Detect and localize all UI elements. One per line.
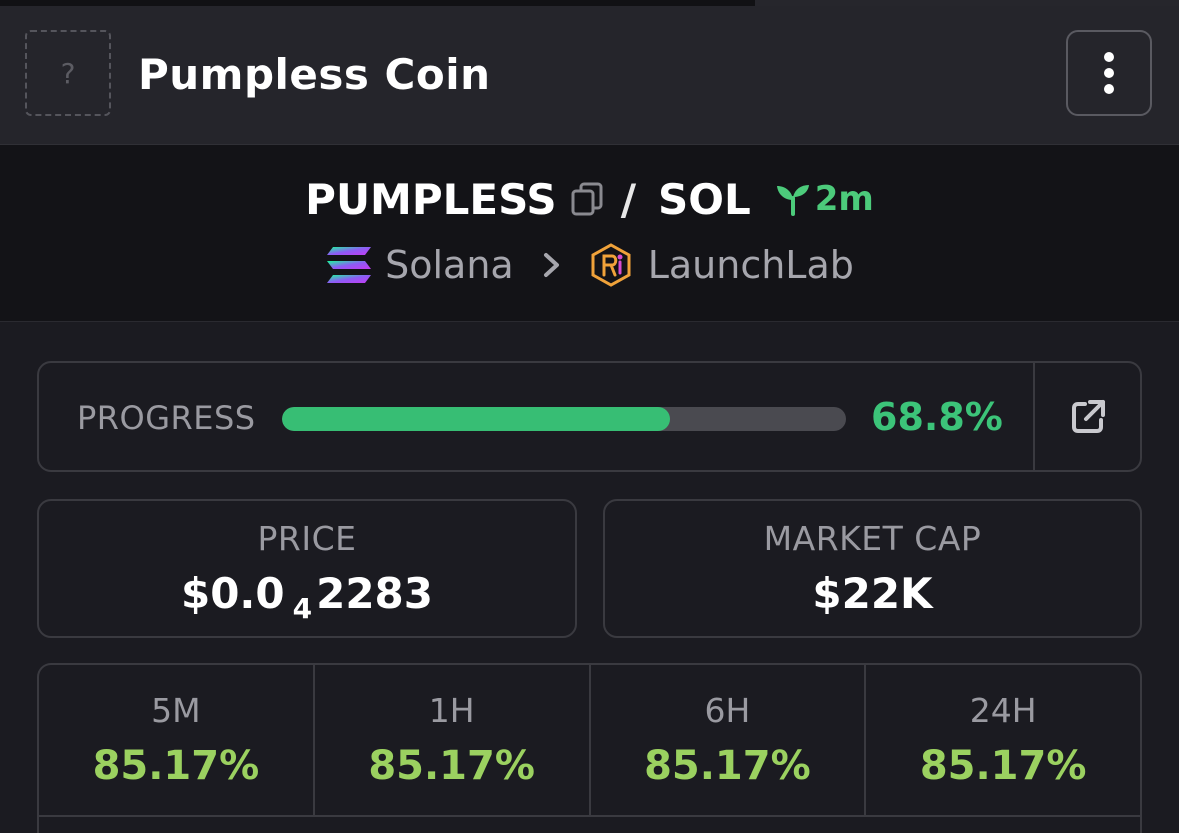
chain-breadcrumb: Solana LaunchLab — [0, 241, 1179, 289]
price-changes-card: 5M 85.17% 1H 85.17% 6H 85.17% 24H 85.17% — [37, 663, 1142, 833]
placeholder-question-mark: ? — [60, 56, 76, 90]
copy-icon[interactable] — [571, 182, 603, 216]
change-value: 85.17% — [368, 743, 535, 789]
change-cell-1h[interactable]: 1H 85.17% — [315, 665, 591, 815]
external-link-button[interactable] — [1035, 363, 1140, 470]
progress-value: 68.8% — [871, 395, 1003, 439]
divider — [1033, 363, 1035, 470]
market-cap-label: MARKET CAP — [763, 519, 982, 558]
price-card: PRICE $0.0 42283 — [37, 499, 577, 638]
dex-name[interactable]: LaunchLab — [647, 243, 854, 287]
more-vertical-icon — [1104, 52, 1114, 62]
token-logo-placeholder: ? — [25, 30, 111, 116]
header: ? Pumpless Coin — [0, 6, 1179, 145]
change-label: 24H — [969, 691, 1037, 730]
pair-section: PUMPLESS / SOL 2m — [0, 145, 1179, 322]
pair-separator: / — [620, 174, 637, 224]
change-label: 1H — [428, 691, 475, 730]
pair-quote-symbol: SOL — [658, 174, 751, 224]
external-link-icon — [1071, 399, 1105, 433]
pair-base-symbol: PUMPLESS — [305, 174, 557, 224]
coin-name: Pumpless Coin — [138, 50, 491, 99]
pair-age: 2m — [775, 179, 874, 219]
change-value: 85.17% — [92, 743, 260, 789]
price-changes-grid: 5M 85.17% 1H 85.17% 6H 85.17% 24H 85.17% — [39, 665, 1140, 817]
change-cell-24h[interactable]: 24H 85.17% — [866, 665, 1140, 815]
change-cell-5m[interactable]: 5M 85.17% — [39, 665, 315, 815]
progress-label: PROGRESS — [77, 399, 256, 437]
more-vertical-icon-dot — [1104, 68, 1114, 78]
price-value: $0.0 42283 — [39, 569, 575, 625]
change-value: 85.17% — [919, 743, 1087, 789]
price-digits: 2283 — [316, 569, 434, 618]
market-cap-card: MARKET CAP $22K — [603, 499, 1142, 638]
progress-bar — [282, 407, 846, 431]
launchlab-icon — [591, 243, 631, 287]
network-name[interactable]: Solana — [385, 243, 514, 287]
chevron-right-icon — [543, 253, 559, 277]
change-cell-6h[interactable]: 6H 85.17% — [591, 665, 867, 815]
change-value: 85.17% — [644, 743, 811, 789]
price-zero-count: 4 — [292, 592, 313, 625]
top-status-bar — [0, 0, 1179, 6]
age-value: 2m — [814, 179, 874, 219]
market-cap-value: $22K — [812, 569, 933, 618]
price-label: PRICE — [257, 519, 357, 558]
progress-bar-fill — [282, 407, 671, 431]
pair-row: PUMPLESS / SOL 2m — [0, 173, 1179, 225]
more-menu-button[interactable] — [1066, 30, 1152, 116]
sprout-icon — [776, 185, 809, 216]
solana-icon — [327, 247, 372, 283]
change-label: 5M — [151, 691, 201, 730]
progress-card: PROGRESS 68.8% — [37, 361, 1142, 472]
price-prefix: $0.0 — [180, 569, 285, 618]
change-label: 6H — [704, 691, 751, 730]
more-vertical-icon-dot — [1104, 84, 1114, 94]
